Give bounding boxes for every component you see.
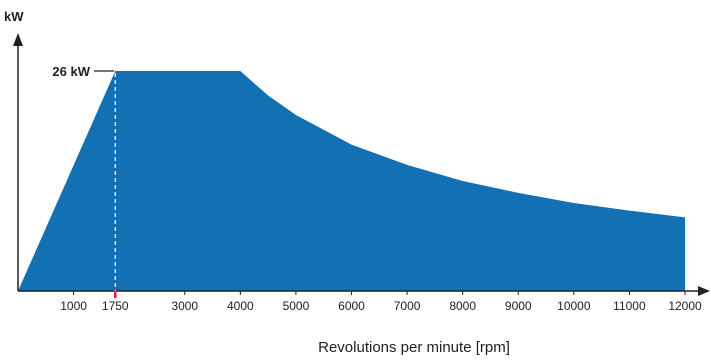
x-tick-label: 11000	[613, 299, 646, 313]
x-tick-label: 5000	[283, 299, 310, 313]
x-tick-label: 9000	[505, 299, 532, 313]
peak-annotation: 26 kW	[52, 64, 116, 291]
x-tick-label: 6000	[338, 299, 365, 313]
x-tick-label: 7000	[394, 299, 421, 313]
power-area	[18, 71, 685, 291]
x-tick-label: 8000	[449, 299, 476, 313]
x-tick-label: 12000	[668, 299, 702, 313]
x-axis-title: Revolutions per minute [rpm]	[318, 339, 510, 356]
x-axis-arrow-icon	[698, 286, 710, 296]
peak-value-label: 26 kW	[52, 64, 90, 79]
y-axis-unit-label: kW	[4, 9, 24, 24]
y-axis-arrow-icon	[13, 33, 23, 46]
x-tick-label: 1000	[60, 299, 87, 313]
plot-area	[18, 71, 685, 291]
x-tick-label: 3000	[171, 299, 198, 313]
x-axis-ticks: 1000 1750 3000 4000 5000 6000 7000 8000 9000 1000…	[60, 291, 702, 313]
x-tick-label: 4000	[227, 299, 254, 313]
x-tick-label: 1750	[102, 299, 129, 313]
x-tick-label: 10000	[557, 299, 591, 313]
axes	[13, 33, 710, 296]
